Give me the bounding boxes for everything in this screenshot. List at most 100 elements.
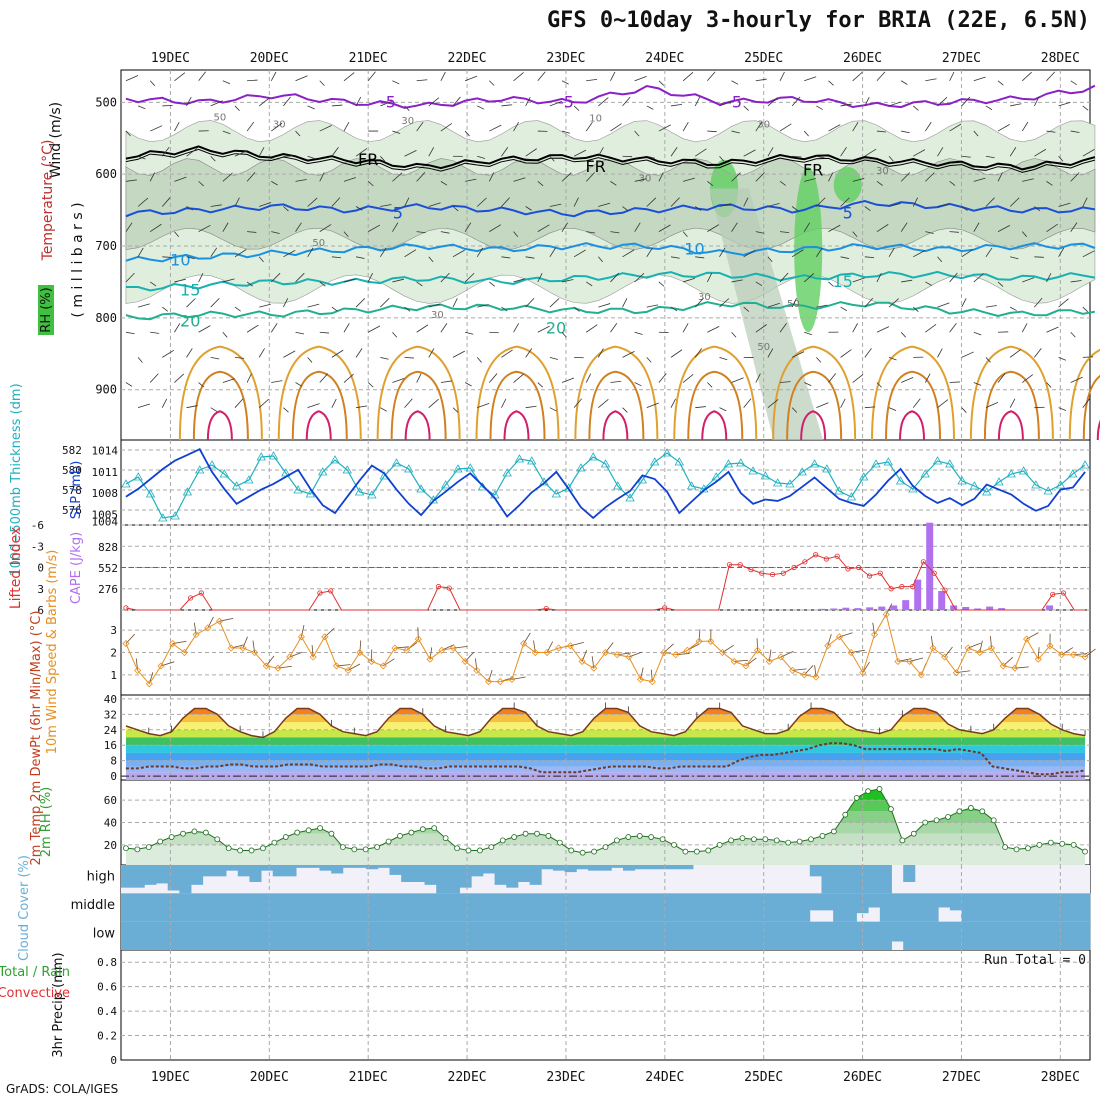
wind-barb: [1046, 181, 1053, 186]
wind-barb: [343, 373, 354, 383]
cloud-low-bar: [658, 921, 671, 950]
cloud-low-bar: [774, 921, 787, 950]
cloud-middle-bar: [774, 893, 787, 922]
lifted-index-point: [328, 588, 334, 594]
wind-barb: [1082, 149, 1095, 157]
rh2m-point: [990, 817, 997, 824]
rh-contour-label: 30: [431, 310, 444, 321]
wind-barb: [646, 105, 654, 110]
wind-barb: [597, 147, 604, 157]
rh2m-point: [123, 845, 129, 852]
rh2m-point: [773, 837, 780, 844]
surface-isotherm: [1096, 419, 1100, 441]
wind-barb: [513, 231, 519, 237]
wind-barb: [634, 178, 647, 182]
wind-barb: [925, 373, 931, 383]
cloud-low-bar: [716, 921, 729, 950]
wind-barb: [210, 100, 223, 107]
wind-barb: [1009, 306, 1017, 311]
wind-barb: [755, 121, 763, 132]
cloud-middle-bar: [202, 893, 215, 922]
wind-barb: [319, 373, 328, 383]
isotherm-label: 15: [833, 272, 853, 291]
temp-color-band: [125, 766, 1086, 773]
isotherm-label: -5: [726, 92, 742, 111]
cloud-middle-bar: [739, 893, 752, 922]
wind-barb: [755, 172, 765, 182]
wind-barb: [816, 105, 823, 110]
cape-bar: [938, 591, 946, 610]
wind-barb: [791, 249, 804, 258]
rh2m-point: [214, 836, 221, 843]
wind-barb: [271, 272, 281, 283]
wind-barb: [852, 374, 864, 383]
surface-isotherm: [503, 410, 530, 441]
thickness-tick-label: 582: [62, 444, 82, 457]
wind-barb: [961, 407, 967, 413]
thickness-point: [195, 465, 205, 474]
thickness-point: [145, 489, 156, 498]
wind-barb: [561, 130, 571, 134]
wind-barb: [440, 71, 446, 81]
wind10m-point: [976, 648, 984, 657]
wind-barb: [501, 104, 513, 107]
thickness-point: [182, 487, 193, 496]
wind-barb: [912, 398, 921, 408]
wind10m-point: [215, 617, 224, 625]
wind-barb: [537, 382, 543, 388]
wind-barb: [319, 125, 332, 132]
wind-barb: [149, 80, 156, 86]
rh2m-point: [728, 837, 734, 844]
cloud-middle-bar: [296, 893, 309, 922]
wind10m-barb: [311, 644, 314, 658]
wind-barb: [222, 378, 235, 383]
wind-barb: [561, 331, 567, 338]
wind-barb: [876, 181, 883, 186]
wind10m-point: [660, 648, 668, 657]
wind10m-barb: [301, 624, 305, 637]
surface-isotherm: [1068, 348, 1100, 441]
wind-barb: [682, 121, 689, 132]
cloud-low-bar: [914, 921, 927, 950]
wind-barb: [137, 247, 144, 257]
wind-barb: [585, 373, 592, 383]
wind-barb: [331, 146, 339, 157]
cloud-low-bar: [786, 921, 799, 950]
wind-barb: [307, 357, 313, 363]
lifted-index-point: [198, 590, 204, 596]
wind-barb: [695, 406, 706, 409]
wind-barb: [259, 202, 272, 207]
wind-barb: [585, 172, 595, 182]
rh2m-point: [785, 839, 792, 846]
wind-barb: [210, 356, 220, 360]
wind-barb: [767, 203, 780, 207]
wind10m-point: [835, 633, 843, 641]
wind-barb: [913, 250, 926, 258]
wind-barb: [888, 101, 902, 107]
cloud-middle-bar: [564, 893, 577, 922]
cloud-high-bar: [646, 865, 659, 870]
wind-barb: [828, 224, 841, 233]
surface-isotherm: [899, 410, 926, 441]
wind10m-point: [601, 648, 610, 657]
wind-barb: [210, 204, 222, 207]
cloud-low-bar: [973, 921, 986, 950]
wind10m-point: [274, 664, 282, 672]
wind10m-point: [449, 644, 458, 652]
wind-barb: [137, 155, 146, 160]
pressure-tick-label: 800: [95, 311, 117, 325]
wind-barb: [125, 272, 135, 283]
wind-barb: [416, 172, 426, 182]
wind-barb: [452, 298, 458, 308]
slp-tick-label: 1011: [92, 466, 119, 479]
wind-barb: [804, 382, 812, 386]
wind-barb: [283, 249, 296, 258]
wind-barb: [949, 322, 957, 333]
wind-barb: [234, 356, 245, 359]
wind10m-point: [929, 644, 937, 652]
wind-barb: [586, 79, 598, 82]
wind10m-point: [800, 671, 808, 679]
wind-barb: [925, 324, 937, 333]
wind10m-point: [297, 633, 305, 641]
wind-barb: [658, 224, 671, 232]
